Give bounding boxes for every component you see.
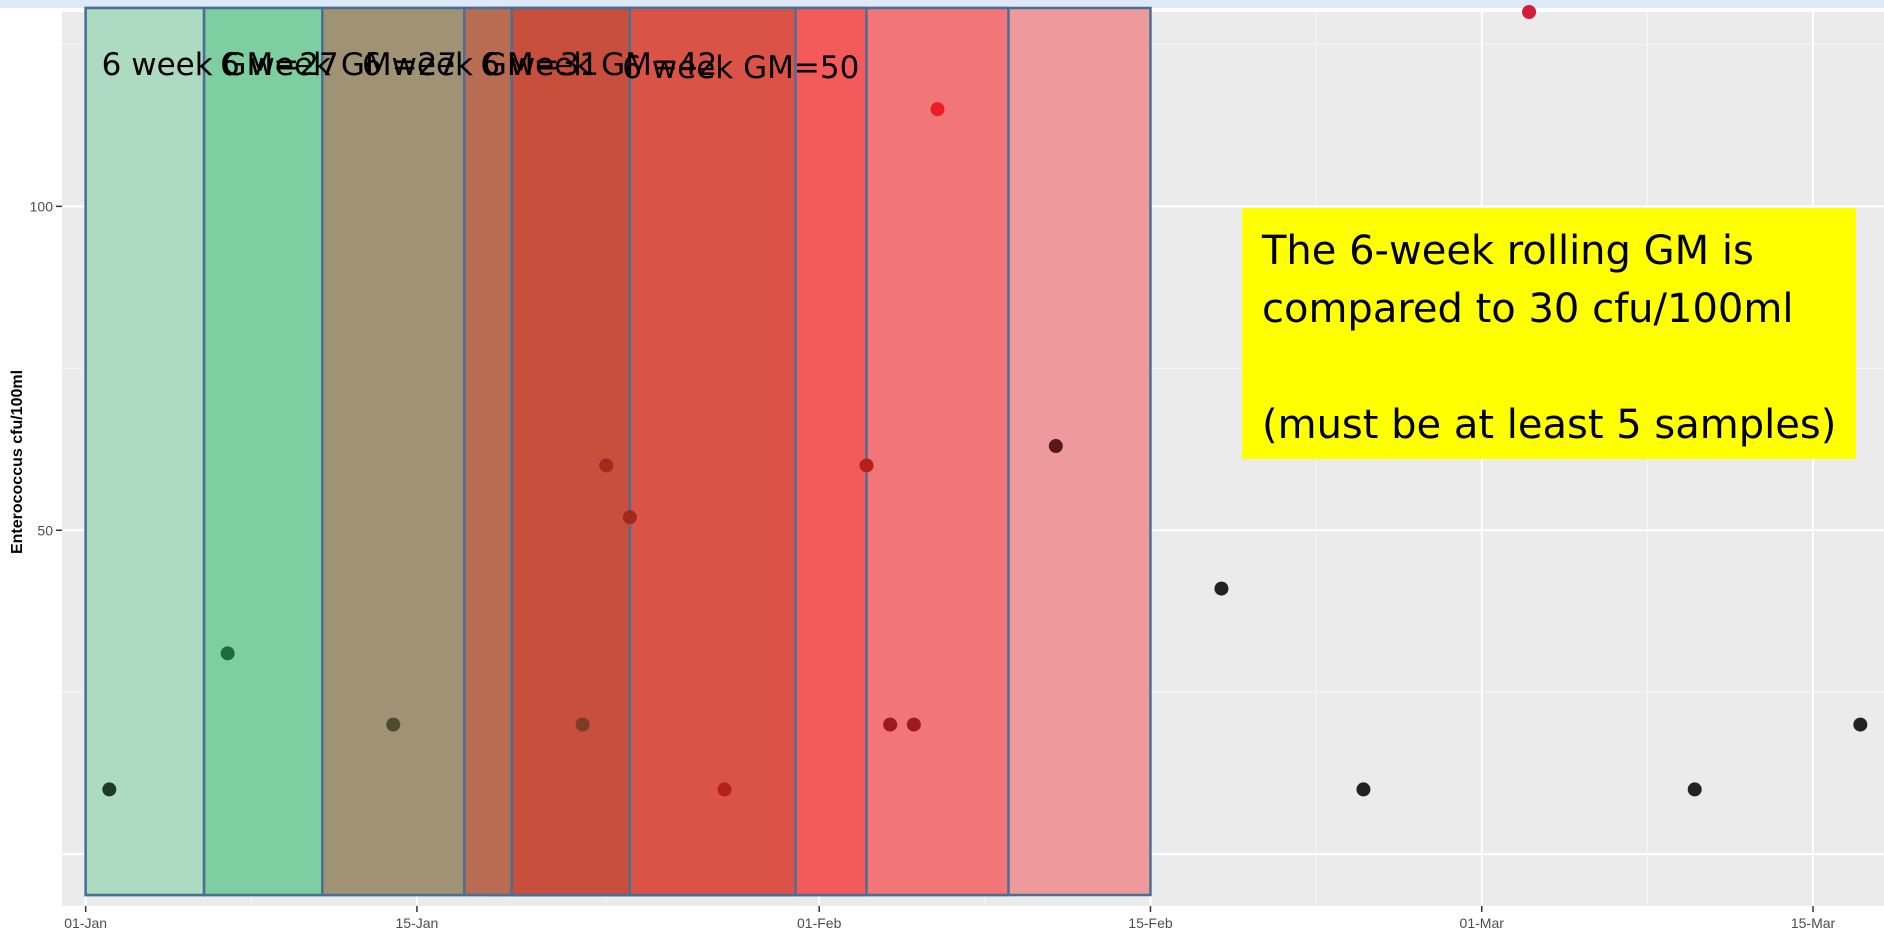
data-point [1853,717,1868,732]
data-point [906,717,921,732]
y-axis: 50 100 [30,198,62,538]
note-spacer [1262,338,1836,396]
gm-label: 6 week GM=27 [102,47,339,83]
gm-window [84,6,206,897]
data-point [575,717,590,732]
data-point [859,458,874,473]
x-tick-label: 15-Feb [1128,915,1173,931]
y-axis-title: Enterococcus cfu/100ml [9,370,26,554]
data-point [386,717,401,732]
note-line-3: (must be at least 5 samples) [1262,402,1837,448]
gm-window [463,6,513,897]
data-point [220,646,235,661]
data-points [102,5,1868,797]
data-point [599,458,614,473]
gm-labels: 6 week GM=276 week GM=276 week GM=316 we… [102,47,860,86]
gm-window [321,6,466,897]
gm-label: 6 week GM=50 [622,50,859,86]
data-point [883,717,898,732]
data-point [717,782,732,797]
gm-label: 6 week GM=42 [480,47,717,83]
x-tick-label: 01-Jan [64,915,107,931]
gm-label: 6 week GM=31 [362,47,599,83]
data-point [1048,439,1063,454]
note-line-1: The 6-week rolling GM is [1262,228,1754,274]
gm-label: 6 week GM=27 [220,47,457,83]
data-point [1522,5,1537,19]
note-box: The 6-week rolling GM is compared to 30 … [1242,208,1856,459]
y-tick-label: 100 [30,198,54,214]
x-tick-label: 15-Mar [1791,915,1836,931]
data-point [1214,581,1229,596]
data-point [622,510,637,525]
data-point [102,782,117,797]
y-tick-label: 50 [37,522,53,538]
x-tick-label: 15-Jan [396,915,439,931]
data-point [1687,782,1702,797]
x-tick-label: 01-Feb [797,915,842,931]
note-line-2: compared to 30 cfu/100ml [1262,286,1794,332]
data-point [930,102,945,117]
top-strip [0,0,1884,8]
x-tick-label: 01-Mar [1460,915,1505,931]
data-point [1356,782,1371,797]
gm-windows [84,6,1152,897]
x-axis: 01-Jan 15-Jan 01-Feb 15-Feb 01-Mar 15-Mar [64,906,1836,931]
gm-window [202,6,324,897]
